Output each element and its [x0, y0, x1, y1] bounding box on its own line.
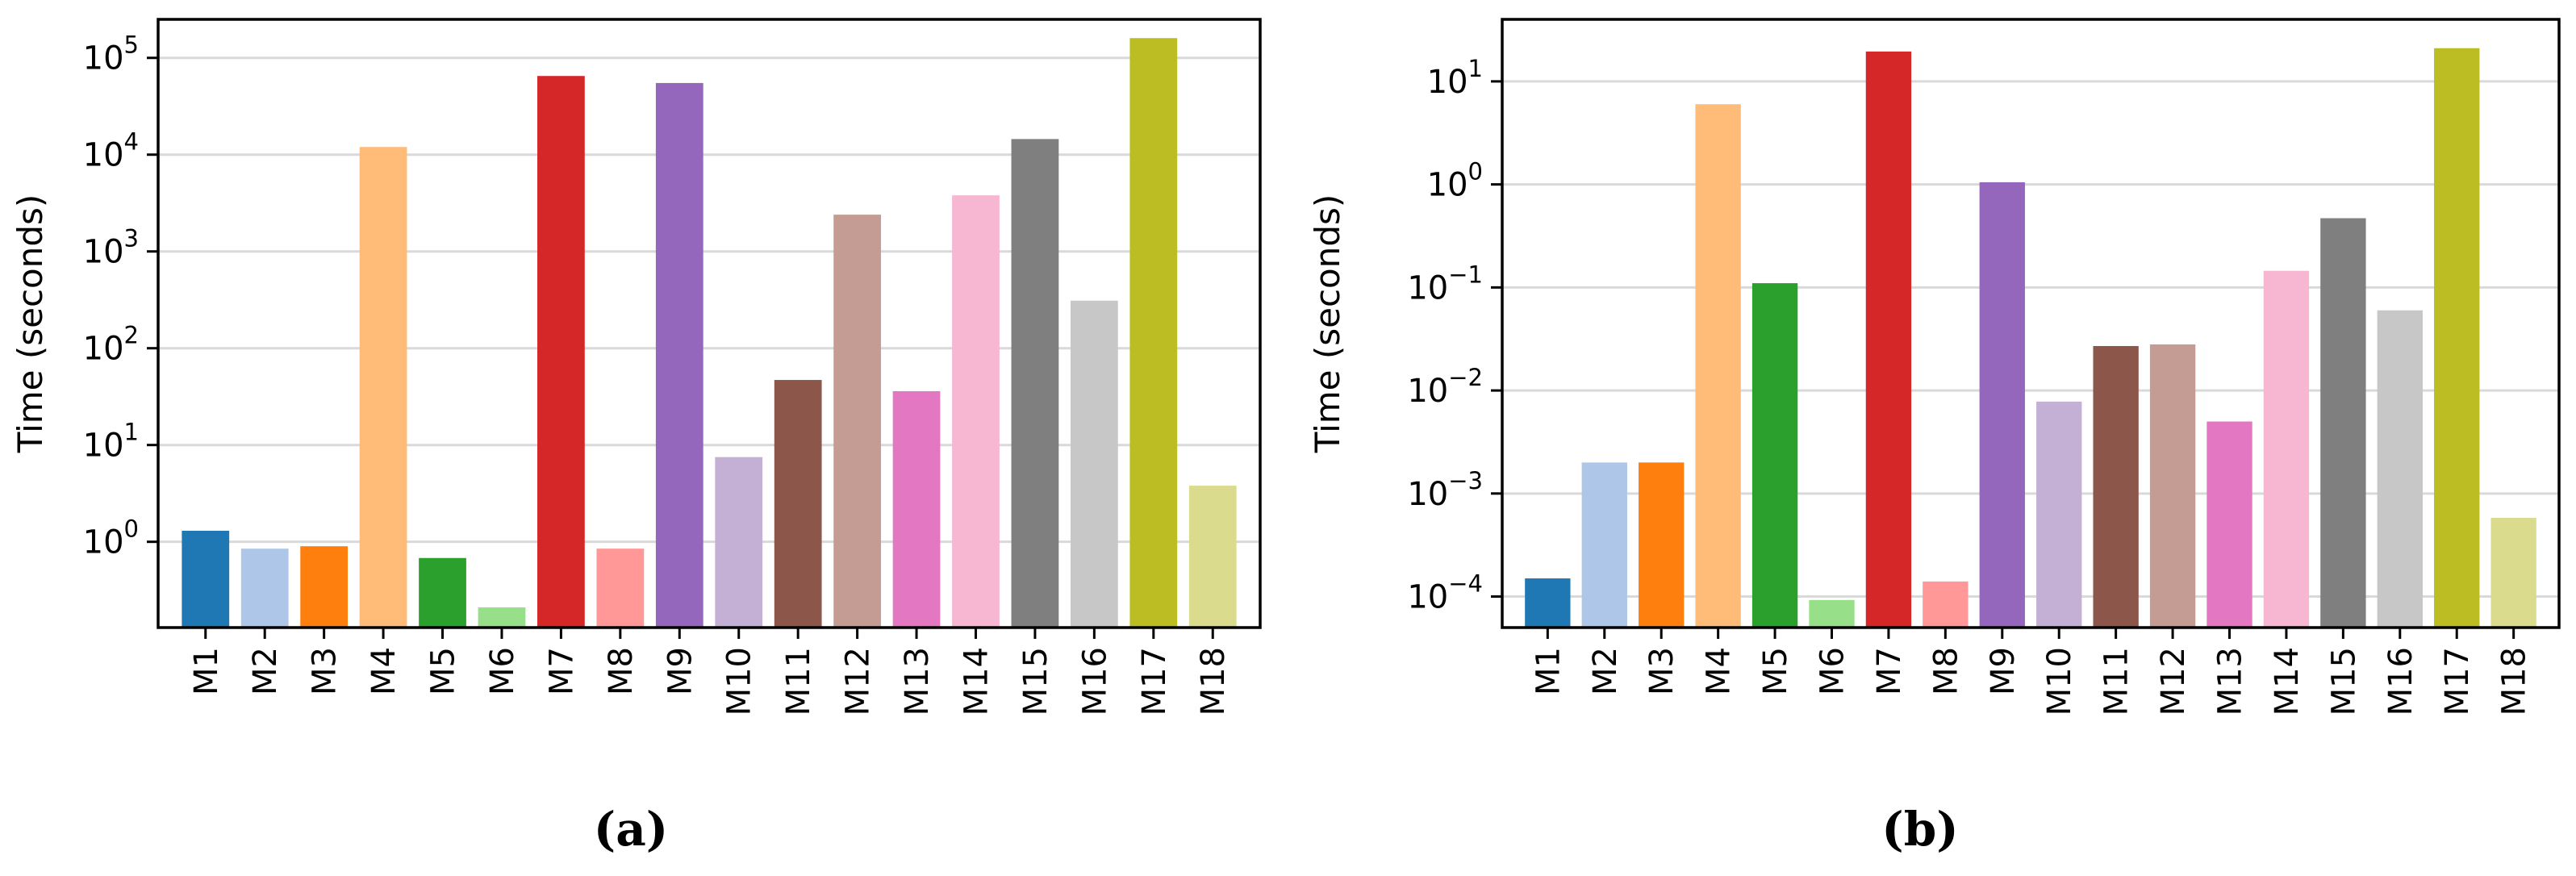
x-tick-label: M9	[662, 647, 699, 695]
bar-m2	[240, 549, 289, 628]
y-tick-label: 10−4	[1407, 570, 1483, 616]
panel-caption: (a)	[594, 802, 668, 857]
y-tick-label: 10−1	[1407, 261, 1483, 307]
bar-m16	[2377, 310, 2423, 628]
bar-m4	[1695, 104, 1741, 628]
bar-m14	[2263, 270, 2310, 628]
bar-m18	[1188, 486, 1237, 628]
bar-m7	[1865, 51, 1912, 628]
x-ticks: M1 M2 M3 M4 M5 M6 M7 M8 M9 M10 M11 M12 M13 M14 M15 M16 M…	[1530, 628, 2533, 715]
y-tick-label: 10−3	[1407, 467, 1483, 513]
bar-m10	[2036, 401, 2082, 628]
bar-m12	[2149, 344, 2196, 628]
y-tick-label: 103	[83, 225, 139, 271]
bar-m14	[952, 195, 1000, 628]
y-tick-label: 101	[1427, 55, 1483, 101]
axes-frame	[157, 18, 1262, 629]
x-ticks: M1 M2 M3 M4 M5 M6 M7 M8 M9 M10 M11 M12 M13 M14 M15 M16 M…	[188, 628, 1232, 715]
bar-m16	[1070, 300, 1118, 628]
x-tick-label: M5	[425, 647, 462, 695]
bar-m13	[892, 390, 941, 628]
y-tick-label: 105	[83, 31, 139, 77]
bars	[182, 38, 1237, 628]
bar-m5	[419, 557, 466, 628]
x-tick-label: M12	[2155, 647, 2192, 715]
x-tick-label: M7	[543, 647, 580, 695]
bar-m6	[1809, 599, 1855, 628]
x-tick-label: M2	[1587, 647, 1624, 695]
bar-m10	[715, 457, 763, 628]
x-tick-label: M15	[2325, 647, 2362, 715]
bar-m4	[359, 147, 407, 628]
x-tick-label: M16	[1076, 647, 1113, 715]
x-tick-label: M14	[2269, 647, 2306, 715]
bar-m3	[1639, 462, 1685, 628]
x-tick-label: M11	[2098, 647, 2136, 715]
x-tick-label: M12	[840, 647, 877, 715]
x-tick-label: M13	[899, 647, 936, 715]
x-tick-label: M18	[2496, 647, 2533, 715]
x-tick-label: M3	[1643, 647, 1680, 695]
bar-m5	[1751, 283, 1798, 628]
x-tick-label: M8	[1927, 647, 1964, 695]
bar-m1	[1525, 578, 1571, 628]
bar-m15	[2320, 218, 2366, 628]
bar-m1	[182, 531, 230, 628]
x-tick-label: M4	[365, 647, 403, 695]
bar-m8	[596, 549, 645, 628]
x-tick-label: M1	[1530, 647, 1567, 695]
x-tick-label: M1	[188, 647, 225, 695]
x-tick-label: M8	[603, 647, 640, 695]
y-tick-label: 100	[1427, 158, 1483, 204]
x-tick-label: M17	[1136, 647, 1173, 715]
y-ticks: 10−4 10−3 10−2 10−1 100 101	[1407, 55, 1502, 616]
x-tick-label: M14	[958, 647, 995, 715]
x-tick-label: M11	[780, 647, 817, 715]
bar-m9	[655, 82, 703, 628]
bar-m7	[537, 76, 585, 628]
x-tick-label: M10	[2041, 647, 2078, 715]
bar-m17	[1129, 38, 1178, 628]
x-tick-label: M4	[1701, 647, 1738, 695]
bar-m8	[1923, 581, 1969, 628]
x-tick-label: M2	[247, 647, 284, 695]
x-tick-label: M17	[2439, 647, 2476, 715]
y-ticks: 100 101 102 103 104 105	[83, 31, 158, 561]
y-axis-label: Time (seconds)	[10, 194, 50, 454]
x-tick-label: M13	[2212, 647, 2249, 715]
bar-m9	[1979, 181, 2025, 628]
x-tick-label: M6	[1814, 647, 1851, 695]
axes-frame	[1501, 18, 2561, 629]
y-tick-label: 101	[83, 419, 139, 465]
x-tick-label: M9	[1985, 647, 2022, 695]
bar-m6	[478, 607, 526, 628]
y-axis-label: Time (seconds)	[1308, 194, 1347, 454]
bar-m3	[300, 546, 349, 628]
y-tick-label: 104	[83, 128, 139, 174]
bar-m12	[833, 215, 881, 628]
bar-m11	[2093, 345, 2139, 628]
panel-caption: (b)	[1881, 802, 1958, 857]
chart-b: 10−4 10−3 10−2 10−1 100 101 M1 M2 M3 M4 M5 M6 M7 M8 M9…	[1308, 18, 2561, 857]
x-tick-label: M18	[1195, 647, 1232, 715]
x-tick-label: M3	[307, 647, 344, 695]
x-tick-label: M7	[1871, 647, 1908, 695]
x-tick-label: M10	[721, 647, 758, 715]
x-tick-label: M15	[1017, 647, 1054, 715]
bar-m11	[774, 380, 822, 628]
x-tick-label: M16	[2382, 647, 2419, 715]
bar-m13	[2207, 421, 2252, 628]
y-tick-label: 102	[83, 322, 139, 368]
bar-m2	[1581, 462, 1627, 628]
x-tick-label: M6	[484, 647, 521, 695]
y-tick-label: 10−2	[1407, 364, 1483, 410]
y-tick-label: 100	[83, 515, 139, 561]
x-tick-label: M5	[1757, 647, 1794, 695]
bar-m17	[2434, 48, 2480, 628]
bar-m15	[1011, 139, 1059, 628]
bars	[1525, 48, 2536, 628]
bar-m18	[2490, 518, 2536, 628]
